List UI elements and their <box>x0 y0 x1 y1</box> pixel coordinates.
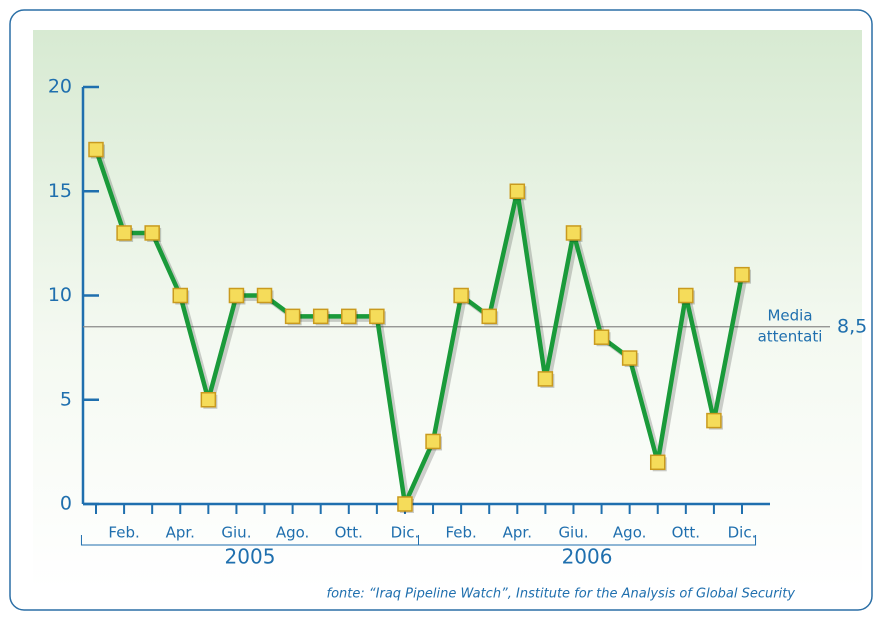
y-tick-label: 15 <box>48 180 72 202</box>
x-tick-label: Ott. <box>335 524 363 542</box>
marker <box>284 308 301 325</box>
marker <box>228 287 245 304</box>
marker <box>678 287 694 304</box>
plot-background <box>33 30 862 590</box>
marker <box>200 392 217 408</box>
group-label: 2006 <box>562 545 613 569</box>
group-label: 2005 <box>225 545 276 569</box>
x-tick-label: Dic. <box>728 524 757 542</box>
x-tick-label: Giu. <box>558 524 588 542</box>
y-tick-label: 10 <box>48 284 72 306</box>
marker <box>593 329 610 345</box>
x-tick-label: Ago. <box>276 524 309 542</box>
x-tick-label: Apr. <box>503 524 532 542</box>
marker <box>88 141 104 158</box>
marker <box>453 287 469 304</box>
reference-name: attentati <box>758 327 823 345</box>
marker <box>565 225 582 241</box>
x-tick-label: Apr. <box>166 524 195 542</box>
marker <box>397 496 413 512</box>
source: fonte: “Iraq Pipeline Watch”, Institute … <box>327 587 796 602</box>
marker <box>537 371 554 387</box>
y-tick-label: 20 <box>48 76 72 98</box>
x-tick-label: Ago. <box>613 524 646 542</box>
x-tick-label: Giu. <box>221 524 251 542</box>
marker <box>369 308 385 325</box>
marker <box>116 225 132 241</box>
group-bracket <box>418 535 757 546</box>
reference-name: Media <box>767 306 812 324</box>
marker <box>481 308 497 325</box>
marker <box>649 454 666 471</box>
y-tick-label: 0 <box>60 493 72 515</box>
x-tick-label: Ott. <box>672 524 700 542</box>
y-tick-label: 5 <box>60 388 72 410</box>
marker <box>144 225 160 241</box>
x-tick-label: Feb. <box>445 524 476 542</box>
marker <box>172 287 189 304</box>
marker <box>509 183 526 199</box>
marker <box>312 308 329 325</box>
marker <box>621 350 638 366</box>
data-line <box>93 148 745 507</box>
x-tick-label: Dic. <box>391 524 420 542</box>
marker <box>256 287 273 304</box>
marker <box>425 433 441 450</box>
marker <box>734 266 750 283</box>
reference-label: 8,5 <box>837 315 867 337</box>
marker <box>706 412 722 429</box>
marker <box>341 308 357 325</box>
x-tick-label: Feb. <box>108 524 139 542</box>
